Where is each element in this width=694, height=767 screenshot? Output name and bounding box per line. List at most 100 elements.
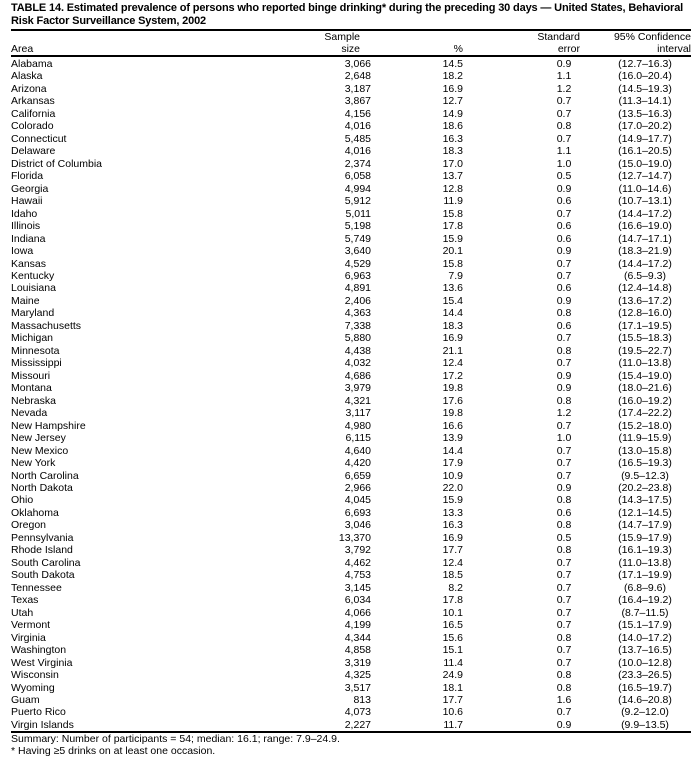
sample-size-cell: 6,693 xyxy=(344,506,371,519)
area-cell: Arizona xyxy=(11,82,47,95)
table-row: Indiana 5,749 15.9 0.6 (14.7–17.1) xyxy=(11,233,691,246)
table-row: Mississippi 4,032 12.4 0.7 (11.0–13.8) xyxy=(11,357,691,370)
confidence-interval-cell: (14.0–17.2) xyxy=(618,631,672,644)
table-row: Kentucky 6,963 7.9 0.7 (6.5–9.3) xyxy=(11,270,691,283)
table-row: Tennessee 3,145 8.2 0.7 (6.8–9.6) xyxy=(11,582,691,595)
confidence-interval-cell: (14.7–17.9) xyxy=(618,519,672,532)
area-cell: North Carolina xyxy=(11,469,79,482)
summary: Summary: Number of participants = 54; me… xyxy=(11,733,340,745)
confidence-interval-cell: (12.1–14.5) xyxy=(618,506,672,519)
table-row: Puerto Rico 4,073 10.6 0.7 (9.2–12.0) xyxy=(11,706,691,719)
confidence-interval-cell: (10.0–12.8) xyxy=(618,656,672,669)
percent-cell: 12.7 xyxy=(442,95,463,108)
confidence-interval-cell: (12.7–16.3) xyxy=(618,58,672,70)
sample-size-cell: 5,749 xyxy=(344,232,371,245)
sample-size-cell: 4,686 xyxy=(344,369,371,382)
area-cell: Virgin Islands xyxy=(11,718,74,731)
standard-error-cell: 0.6 xyxy=(556,282,572,295)
sample-size-cell: 4,344 xyxy=(344,631,371,644)
percent-cell: 14.9 xyxy=(442,107,463,120)
percent-cell: 11.7 xyxy=(443,718,463,731)
confidence-interval-cell: (14.7–17.1) xyxy=(618,232,672,245)
standard-error-cell: 1.0 xyxy=(556,432,572,445)
table-row: Texas 6,034 17.8 0.7 (16.4–19.2) xyxy=(11,594,691,607)
table-row: Virgin Islands 2,227 11.7 0.9 (9.9–13.5) xyxy=(11,719,691,732)
area-cell: New Hampshire xyxy=(11,419,86,432)
percent-cell: 18.5 xyxy=(442,569,463,582)
percent-cell: 12.4 xyxy=(442,357,463,370)
sample-size-cell: 5,011 xyxy=(345,207,372,220)
area-cell: Delaware xyxy=(11,145,56,158)
percent-cell: 15.9 xyxy=(442,232,463,245)
confidence-interval-cell: (18.3–21.9) xyxy=(618,245,672,258)
area-cell: Kansas xyxy=(11,257,47,270)
area-cell: Alaska xyxy=(11,70,43,83)
standard-error-cell: 0.7 xyxy=(556,207,572,220)
percent-cell: 10.1 xyxy=(442,606,463,619)
table-row: Maine 2,406 15.4 0.9 (13.6–17.2) xyxy=(11,295,691,308)
area-cell: Minnesota xyxy=(11,344,60,357)
table-row: Minnesota 4,438 21.1 0.8 (19.5–22.7) xyxy=(11,345,691,358)
table-row: Oregon 3,046 16.3 0.8 (14.7–17.9) xyxy=(11,519,691,532)
table-row: Montana 3,979 19.8 0.9 (18.0–21.6) xyxy=(11,382,691,395)
standard-error-cell: 0.7 xyxy=(556,269,572,282)
table-row: Louisiana 4,891 13.6 0.6 (12.4–14.8) xyxy=(11,282,691,295)
table-row: Rhode Island 3,792 17.7 0.8 (16.1–19.3) xyxy=(11,544,691,557)
sample-size-cell: 4,462 xyxy=(344,556,371,569)
standard-error-cell: 0.6 xyxy=(556,232,572,245)
percent-cell: 16.3 xyxy=(442,132,463,145)
sample-size-cell: 4,321 xyxy=(344,394,371,407)
table-row: Colorado 4,016 18.6 0.8 (17.0–20.2) xyxy=(11,120,691,133)
standard-error-cell: 0.7 xyxy=(556,469,572,482)
confidence-interval-cell: (11.0–13.8) xyxy=(618,556,672,569)
confidence-interval-cell: (10.7–13.1) xyxy=(618,195,672,208)
table-row: Nevada 3,117 19.8 1.2 (17.4–22.2) xyxy=(11,407,691,420)
area-cell: District of Columbia xyxy=(11,157,103,170)
sample-size-cell: 6,963 xyxy=(344,269,371,282)
confidence-interval-cell: (16.6–19.0) xyxy=(618,220,672,233)
percent-cell: 16.9 xyxy=(442,531,463,544)
area-cell: Vermont xyxy=(11,619,51,632)
standard-error-cell: 1.2 xyxy=(556,407,572,420)
sample-size-cell: 5,485 xyxy=(344,132,371,145)
area-cell: Idaho xyxy=(11,207,38,220)
table-row: Washington 4,858 15.1 0.7 (13.7–16.5) xyxy=(11,644,691,657)
area-cell: Virginia xyxy=(11,631,46,644)
confidence-interval-cell: (17.0–20.2) xyxy=(618,120,672,133)
area-cell: Nevada xyxy=(11,407,48,420)
area-cell: Louisiana xyxy=(11,282,56,295)
table-title: TABLE 14. Estimated prevalence of person… xyxy=(11,2,684,27)
table-row: California 4,156 14.9 0.7 (13.5–16.3) xyxy=(11,108,691,121)
header-percent: % xyxy=(453,43,463,55)
area-cell: Mississippi xyxy=(11,357,62,370)
sample-size-cell: 4,994 xyxy=(344,182,371,195)
percent-cell: 16.9 xyxy=(442,82,463,95)
confidence-interval-cell: (16.4–19.2) xyxy=(618,594,672,607)
table-row: Pennsylvania 13,370 16.9 0.5 (15.9–17.9) xyxy=(11,532,691,545)
table-row: Alabama 3,066 14.5 0.9 (12.7–16.3) xyxy=(11,58,691,71)
sample-size-cell: 3,319 xyxy=(344,656,371,669)
table-row: Alaska 2,648 18.2 1.1 (16.0–20.4) xyxy=(11,70,691,83)
standard-error-cell: 1.2 xyxy=(556,82,572,95)
confidence-interval-cell: (16.0–19.2) xyxy=(618,394,672,407)
area-cell: Connecticut xyxy=(11,132,67,145)
top-rule xyxy=(11,29,691,31)
sample-size-cell: 3,046 xyxy=(344,519,371,532)
confidence-interval-cell: (20.2–23.8) xyxy=(618,481,672,494)
table-row: Massachusetts 7,338 18.3 0.6 (17.1–19.5) xyxy=(11,320,691,333)
area-cell: Illinois xyxy=(11,220,41,233)
sample-size-cell: 4,199 xyxy=(344,619,371,632)
standard-error-cell: 0.9 xyxy=(556,382,572,395)
header-se-1: Standard xyxy=(537,31,580,43)
area-cell: Hawaii xyxy=(11,195,43,208)
area-cell: Georgia xyxy=(11,182,49,195)
sample-size-cell: 6,058 xyxy=(344,170,371,183)
table-row: Utah 4,066 10.1 0.7 (8.7–11.5) xyxy=(11,607,691,620)
confidence-interval-cell: (6.5–9.3) xyxy=(623,269,667,282)
confidence-interval-cell: (12.8–16.0) xyxy=(618,307,672,320)
confidence-interval-cell: (17.1–19.9) xyxy=(618,569,672,582)
confidence-interval-cell: (13.5–16.3) xyxy=(618,107,672,120)
area-cell: New Mexico xyxy=(11,444,69,457)
area-cell: Tennessee xyxy=(11,581,62,594)
percent-cell: 15.9 xyxy=(442,494,463,507)
